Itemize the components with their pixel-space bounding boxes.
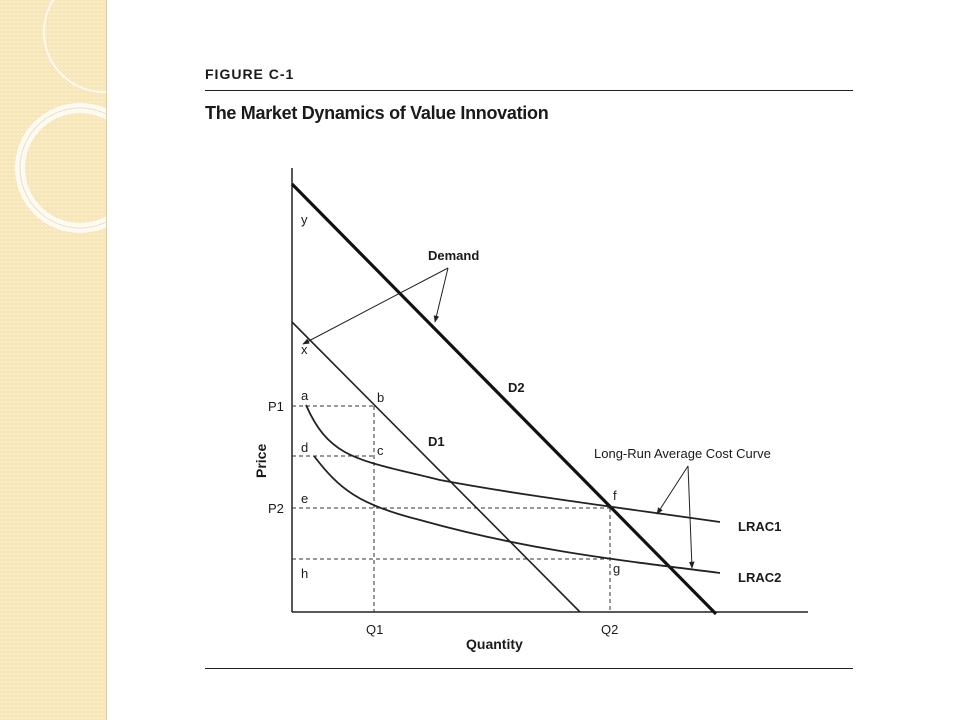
demand-arrow-1: [302, 267, 449, 345]
demand-annotation: Demand: [428, 248, 479, 263]
demand-arrow-2: [433, 267, 449, 323]
x-tick-q2: Q2: [601, 622, 618, 637]
figure-title: The Market Dynamics of Value Innovation: [205, 103, 549, 123]
y-tick-p2: P2: [268, 501, 284, 516]
point-label-g: g: [613, 561, 620, 576]
x-tick-q1: Q1: [366, 622, 383, 637]
point-label-y: y: [301, 212, 308, 227]
decorative-circles: [15, 0, 106, 233]
demand-curve-d1: [291, 321, 581, 613]
x-axis-label: Quantity: [466, 636, 523, 652]
point-label-c: c: [377, 443, 384, 458]
lrac-arrow-2: [687, 465, 695, 569]
bottom-rule: [205, 668, 853, 669]
decorative-sidebar: [0, 0, 107, 720]
y-tick-p1: P1: [268, 399, 284, 414]
figure-label: FIGURE C-1: [205, 66, 295, 82]
top-rule: [205, 90, 853, 91]
lrac-annotation: Long-Run Average Cost Curve: [594, 446, 771, 461]
point-label-e: e: [301, 491, 308, 506]
d2-label: D2: [508, 380, 525, 395]
lrac-arrow-1: [656, 465, 689, 515]
lrac1-label: LRAC1: [738, 519, 781, 534]
point-label-x: x: [301, 342, 308, 357]
y-axis-label: Price: [253, 444, 269, 478]
lrac2-label: LRAC2: [738, 570, 781, 585]
point-label-b: b: [377, 390, 384, 405]
point-label-h: h: [301, 566, 308, 581]
point-label-f: f: [613, 488, 617, 503]
point-label-a: a: [301, 388, 309, 403]
demand-curve-d2: [290, 182, 718, 616]
point-label-d: d: [301, 440, 308, 455]
lrac1-curve: [305, 404, 721, 523]
d1-label: D1: [428, 434, 445, 449]
lrac2-curve: [313, 455, 721, 574]
